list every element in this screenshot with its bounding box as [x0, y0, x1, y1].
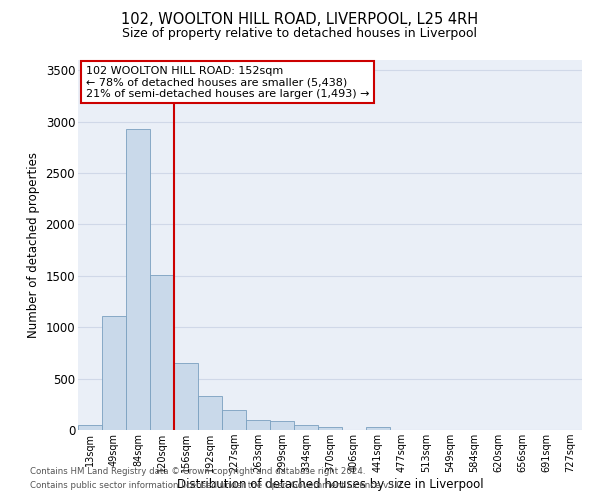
Text: Contains public sector information licensed under the Open Government Licence v3: Contains public sector information licen…: [30, 481, 404, 490]
Text: Size of property relative to detached houses in Liverpool: Size of property relative to detached ho…: [122, 28, 478, 40]
X-axis label: Distribution of detached houses by size in Liverpool: Distribution of detached houses by size …: [176, 478, 484, 491]
Bar: [198, 396, 222, 430]
Bar: [366, 428, 390, 430]
Bar: [318, 427, 342, 430]
Bar: [102, 316, 126, 430]
Bar: [222, 410, 246, 430]
Bar: [126, 129, 150, 430]
Text: Contains HM Land Registry data © Crown copyright and database right 2024.: Contains HM Land Registry data © Crown c…: [30, 467, 365, 476]
Y-axis label: Number of detached properties: Number of detached properties: [27, 152, 40, 338]
Bar: [294, 425, 318, 430]
Text: 102 WOOLTON HILL ROAD: 152sqm
← 78% of detached houses are smaller (5,438)
21% o: 102 WOOLTON HILL ROAD: 152sqm ← 78% of d…: [86, 66, 369, 99]
Bar: [150, 275, 174, 430]
Text: 102, WOOLTON HILL ROAD, LIVERPOOL, L25 4RH: 102, WOOLTON HILL ROAD, LIVERPOOL, L25 4…: [121, 12, 479, 28]
Bar: [78, 425, 102, 430]
Bar: [174, 363, 198, 430]
Bar: [270, 422, 294, 430]
Bar: [246, 420, 270, 430]
